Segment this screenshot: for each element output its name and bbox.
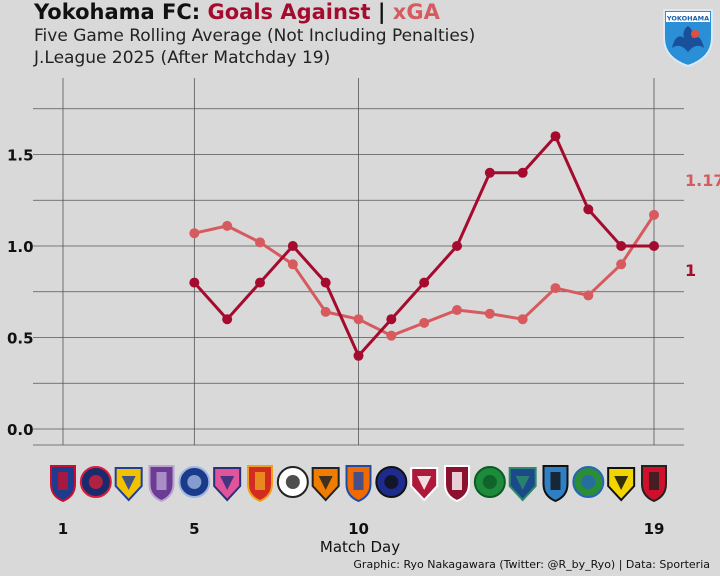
goals-against-point bbox=[649, 241, 659, 251]
goals-against-point bbox=[189, 277, 200, 288]
goals-against-point bbox=[452, 241, 462, 251]
goals-against-point bbox=[255, 277, 265, 288]
credit-text: Graphic: Ryo Nakagawara (Twitter: @R_by_… bbox=[353, 558, 710, 571]
x-tick-label: 10 bbox=[348, 520, 369, 538]
gamba-osaka-badge-icon bbox=[375, 466, 408, 498]
xga-point bbox=[320, 306, 331, 317]
goals-against-point bbox=[517, 167, 528, 178]
title-separator: | bbox=[377, 0, 386, 24]
subtitle-season: J.League 2025 (After Matchday 19) bbox=[34, 48, 331, 68]
goals-against-point bbox=[484, 167, 495, 178]
grid bbox=[33, 78, 684, 446]
xga-point bbox=[353, 314, 364, 325]
goals-against-point bbox=[583, 204, 594, 215]
xga-point bbox=[255, 237, 265, 248]
albirex-niigata-badge-icon bbox=[345, 465, 372, 503]
avispa-badge-2-icon bbox=[508, 467, 537, 502]
goals-against-point bbox=[386, 314, 397, 325]
title-goals-against: Goals Against bbox=[207, 0, 371, 24]
xga-point bbox=[550, 283, 561, 294]
goals-against-point bbox=[320, 277, 331, 288]
y-tick-label: 0.5 bbox=[7, 330, 34, 348]
shimizu-s-pulse-badge-icon bbox=[311, 467, 340, 502]
xga-end-label: 1.17 bbox=[685, 171, 720, 190]
title-team: Yokohama FC: bbox=[34, 0, 201, 24]
goals-against-end-label: 1 bbox=[685, 261, 696, 280]
x-tick-label: 5 bbox=[189, 520, 199, 538]
xga-point bbox=[616, 259, 627, 270]
subtitle-rolling-average: Five Game Rolling Average (Not Including… bbox=[34, 26, 476, 46]
vissel-kobe-badge-icon bbox=[276, 466, 309, 498]
xga-point bbox=[287, 259, 298, 270]
sanfrecce-hiroshima-badge-icon bbox=[148, 465, 175, 503]
x-tick-label: 1 bbox=[58, 520, 68, 538]
y-tick-label: 1.0 bbox=[7, 238, 34, 256]
xga-point bbox=[517, 314, 528, 325]
goals-against-point bbox=[353, 350, 364, 361]
goals-against-point bbox=[222, 314, 233, 325]
kyoto-sanga-badge-icon bbox=[444, 465, 470, 503]
xga-point bbox=[222, 220, 233, 231]
nagoya-grampus-badge-icon bbox=[247, 465, 273, 503]
yokohama-fc-crest-icon: YOKOHAMA bbox=[663, 9, 713, 68]
xga-point bbox=[419, 317, 430, 328]
axis-ticks: 0.0 0.5 1.0 1.5 1 5 10 19 bbox=[7, 147, 664, 539]
fc-tokyo-badge-icon bbox=[50, 465, 76, 503]
kashiwa-reysol-badge-icon bbox=[607, 467, 636, 502]
xga-point bbox=[452, 305, 462, 316]
chart-title: Yokohama FC: Goals Against | xGA bbox=[34, 0, 440, 24]
shonan-bellmare-badge-icon bbox=[572, 466, 605, 498]
goals-against-point bbox=[287, 241, 298, 251]
opponent-badges bbox=[50, 465, 667, 503]
x-tick-label: 19 bbox=[644, 520, 665, 538]
title-xga: xGA bbox=[392, 0, 440, 24]
end-labels: 11.17 bbox=[685, 171, 720, 280]
xga-point bbox=[189, 228, 200, 239]
kawasaki-frontale-badge-icon bbox=[542, 465, 569, 503]
urawa-reds-badge-icon bbox=[641, 465, 667, 503]
machida-zelvia-badge-icon bbox=[79, 466, 112, 498]
xga-point bbox=[484, 308, 495, 319]
cerezo-osaka-badge-icon bbox=[213, 467, 242, 502]
goals-against-point bbox=[616, 241, 627, 251]
tokyo-verdy-badge-icon bbox=[473, 466, 506, 498]
xga-point bbox=[649, 209, 659, 220]
xga-point bbox=[583, 290, 594, 301]
xga-point bbox=[386, 330, 397, 341]
series-lines bbox=[189, 131, 659, 361]
yokohama-f-marinos-badge-icon bbox=[114, 467, 143, 502]
avispa-fukuoka-badge-icon bbox=[178, 466, 211, 498]
crest-text: YOKOHAMA bbox=[666, 15, 709, 23]
goals-against-point bbox=[419, 277, 430, 288]
y-tick-label: 0.0 bbox=[7, 421, 34, 439]
xga-line bbox=[194, 214, 656, 338]
goals-against-point bbox=[550, 131, 561, 142]
y-tick-label: 1.5 bbox=[7, 147, 34, 165]
kashima-antlers-badge-icon bbox=[410, 467, 439, 502]
